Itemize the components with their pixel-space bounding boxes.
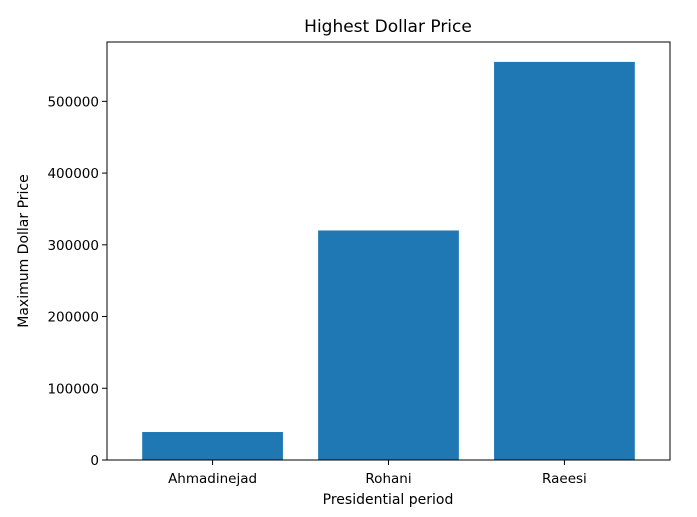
y-tick-label: 100000 — [47, 381, 99, 397]
bar-ahmadinejad — [142, 432, 283, 460]
x-tick-label: Rohani — [365, 471, 411, 487]
bar-rohani — [318, 230, 459, 460]
x-axis: Ahmadinejad Rohani Raeesi — [168, 460, 587, 487]
plot-frame — [106, 41, 671, 461]
bar-raeesi — [494, 61, 635, 461]
y-tick-label: 0 — [90, 453, 99, 469]
x-axis-label: Presidential period — [323, 492, 454, 508]
x-tick-label: Ahmadinejad — [168, 471, 257, 487]
y-tick-label: 200000 — [47, 310, 99, 326]
y-tick-label: 300000 — [47, 238, 99, 254]
y-axis-label: Maximum Dollar Price — [16, 174, 32, 328]
chart-title: Highest Dollar Price — [304, 17, 472, 37]
x-tick-label: Raeesi — [542, 471, 587, 487]
y-tick-label: 500000 — [47, 94, 99, 110]
bars-group — [142, 61, 635, 461]
y-axis: 0 100000 200000 300000 400000 500000 — [47, 94, 107, 469]
y-tick-label: 400000 — [47, 166, 99, 182]
